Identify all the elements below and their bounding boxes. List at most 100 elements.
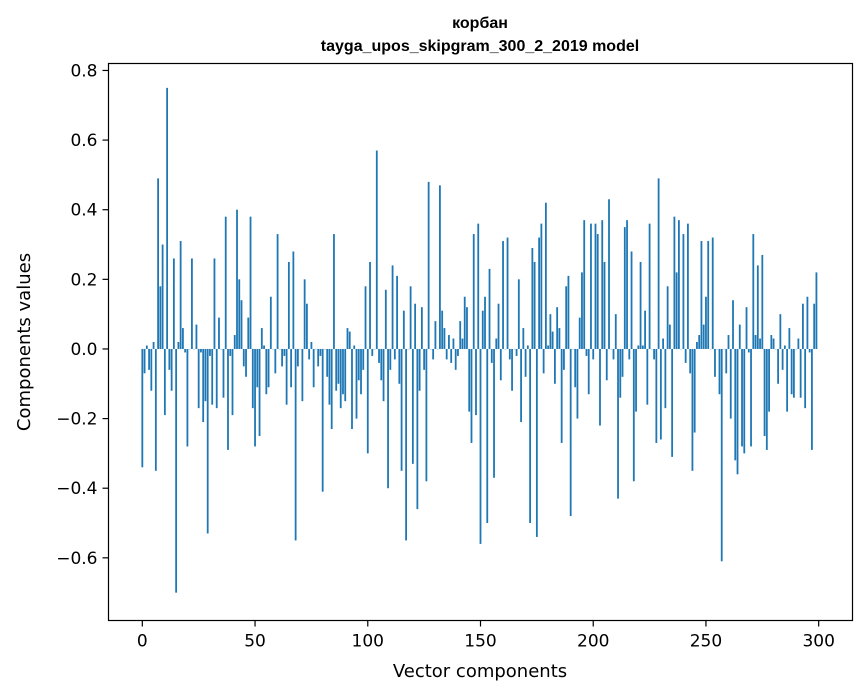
bar (756, 265, 759, 349)
bar (387, 348, 389, 489)
bar (296, 348, 299, 367)
bar (218, 317, 220, 349)
bar (599, 348, 601, 426)
bar (628, 348, 631, 360)
bar (211, 348, 214, 405)
bar (641, 345, 644, 349)
bar (736, 348, 739, 475)
bar (581, 272, 583, 349)
x-tick-label: 0 (137, 632, 148, 652)
bar (549, 314, 552, 349)
bar (186, 348, 189, 447)
bar (382, 348, 385, 402)
bar (682, 234, 685, 349)
bar (563, 348, 565, 370)
bar (802, 303, 804, 349)
bar (209, 348, 211, 356)
bar (475, 348, 477, 416)
y-tick-label: 0.0 (70, 340, 97, 360)
bar (283, 348, 286, 356)
bar (400, 348, 403, 471)
bar (729, 348, 732, 419)
bar (141, 348, 144, 468)
bar (425, 348, 428, 482)
bar (601, 220, 604, 349)
bar (405, 348, 407, 541)
bar (524, 348, 527, 377)
bar (754, 335, 757, 349)
bar (526, 345, 529, 349)
bar (693, 348, 696, 433)
bar (191, 258, 193, 349)
bar (366, 348, 369, 454)
bar (783, 345, 786, 349)
bar (414, 303, 417, 349)
bar (391, 265, 394, 349)
bar (445, 348, 448, 360)
bar (547, 345, 550, 349)
bar (687, 223, 689, 349)
bar (346, 328, 349, 349)
bar (416, 348, 419, 510)
bar (371, 348, 374, 356)
bar (330, 348, 333, 430)
bar (544, 202, 547, 349)
bar (804, 348, 807, 409)
x-tick-label: 300 (802, 632, 834, 652)
bar (777, 348, 779, 384)
bar (454, 348, 457, 370)
bar (637, 345, 640, 349)
bar (375, 150, 378, 349)
bar (646, 348, 649, 405)
bar (292, 251, 295, 349)
bar (574, 348, 577, 388)
bar (725, 348, 728, 374)
bar (267, 348, 270, 388)
bar (747, 348, 750, 353)
bar (707, 241, 710, 349)
bar (522, 328, 525, 349)
bar (333, 234, 335, 349)
bar (533, 261, 536, 349)
x-tick-label: 150 (464, 632, 496, 652)
bar (303, 279, 306, 349)
bar (418, 348, 421, 391)
bar (732, 300, 734, 349)
bar (520, 348, 522, 423)
bar (567, 275, 570, 349)
chart-subtitle: tayga_upos_skipgram_300_2_2019 model (321, 38, 639, 55)
bar (603, 261, 606, 349)
bar (529, 348, 531, 524)
bar (163, 348, 166, 416)
bar (319, 348, 322, 356)
bar (626, 220, 628, 349)
bar (508, 348, 511, 360)
bar (468, 348, 471, 412)
bar (195, 324, 198, 349)
bar (786, 348, 789, 412)
bar (765, 348, 768, 450)
bar (301, 348, 304, 402)
bar (639, 261, 642, 349)
bar (720, 348, 723, 562)
bar (743, 348, 746, 454)
bar (281, 348, 283, 367)
bar (204, 348, 207, 402)
bar (175, 348, 178, 593)
bar (150, 348, 153, 391)
bar (502, 241, 504, 349)
bars-group (141, 87, 818, 593)
x-tick-label: 50 (244, 632, 266, 652)
bar (312, 348, 315, 388)
bar (179, 241, 182, 349)
bar (287, 261, 290, 349)
bar (696, 342, 698, 349)
bar (411, 348, 414, 464)
bar (260, 328, 263, 349)
bar (294, 348, 297, 541)
bar (569, 348, 572, 517)
bar (317, 348, 320, 367)
bar (560, 348, 563, 443)
bar (515, 348, 518, 356)
bar (535, 348, 538, 537)
